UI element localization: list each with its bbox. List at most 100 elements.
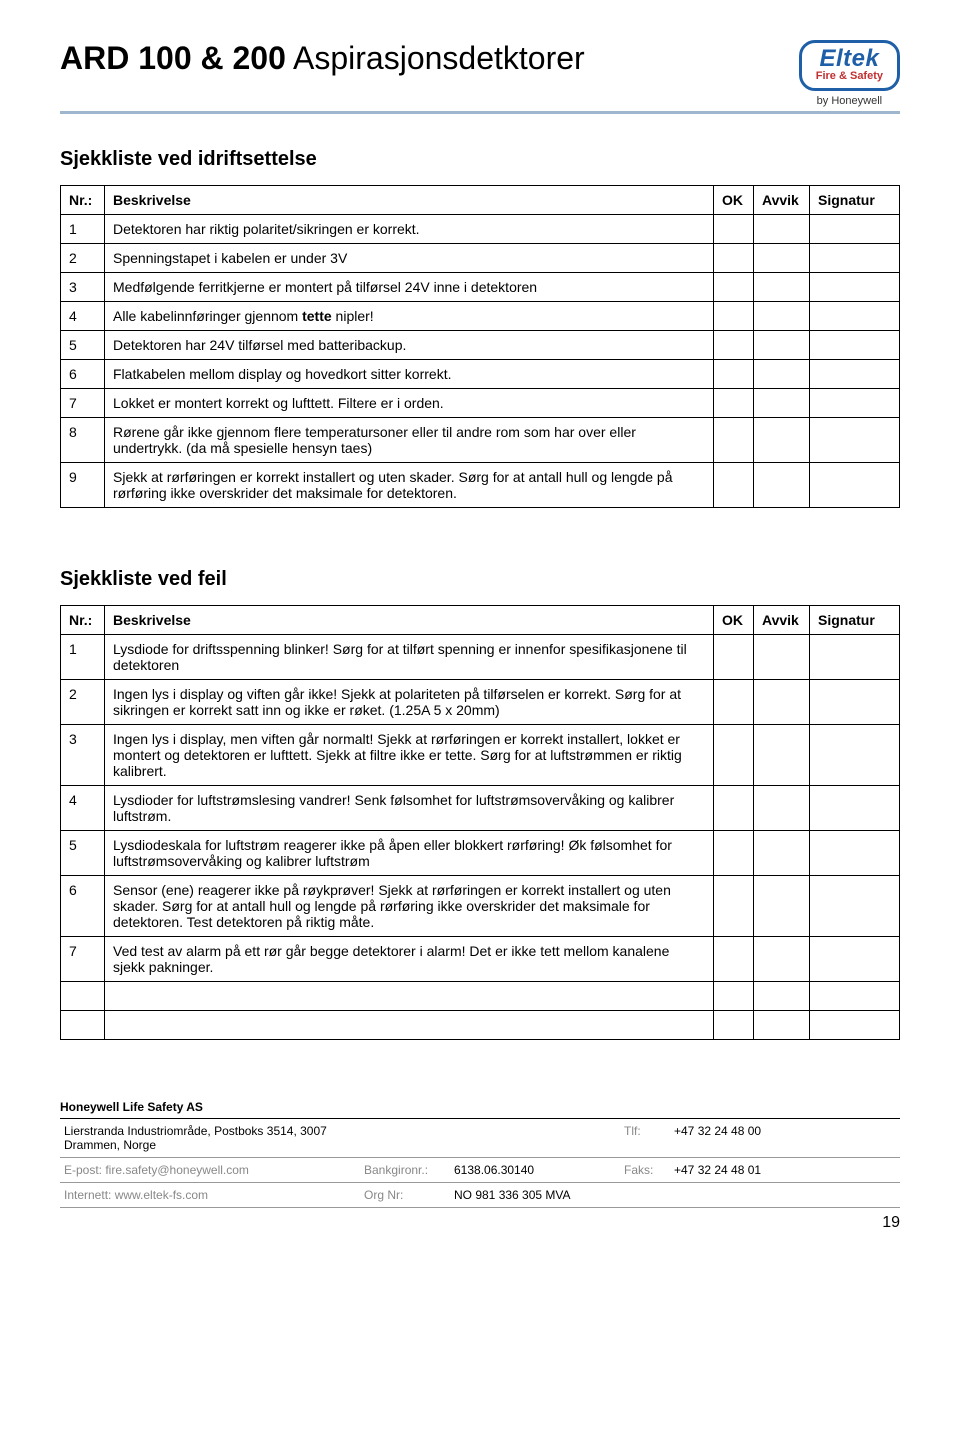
logo: Eltek Fire & Safety by Honeywell bbox=[799, 40, 900, 107]
title-bold: ARD 100 & 200 bbox=[60, 40, 286, 76]
footer-left: E-post: fire.safety@honeywell.com bbox=[60, 1158, 360, 1183]
cell-desc bbox=[105, 1011, 714, 1040]
col-sig: Signatur bbox=[810, 606, 900, 635]
col-avvik: Avvik bbox=[754, 186, 810, 215]
cell-ok bbox=[714, 982, 754, 1011]
table-row: 5Lysdiodeskala for luftstrøm reagerer ik… bbox=[61, 831, 900, 876]
cell-ok bbox=[714, 786, 754, 831]
checklist-2: Nr.: Beskrivelse OK Avvik Signatur 1Lysd… bbox=[60, 605, 900, 1040]
cell-sig bbox=[810, 1011, 900, 1040]
cell-sig bbox=[810, 360, 900, 389]
table-row: 7Ved test av alarm på ett rør går begge … bbox=[61, 937, 900, 982]
cell-nr: 2 bbox=[61, 244, 105, 273]
footer-row: E-post: fire.safety@honeywell.comBankgir… bbox=[60, 1158, 900, 1183]
footer-row: Lierstranda Industriområde, Postboks 351… bbox=[60, 1119, 900, 1158]
col-ok: OK bbox=[714, 606, 754, 635]
logo-brand: Eltek bbox=[819, 45, 879, 72]
cell-sig bbox=[810, 244, 900, 273]
cell-desc: Detektoren har 24V tilførsel med batteri… bbox=[105, 331, 714, 360]
footer-mid-value bbox=[450, 1119, 620, 1158]
table-row: 4Lysdioder for luftstrømslesing vandrer!… bbox=[61, 786, 900, 831]
cell-ok bbox=[714, 725, 754, 786]
table-row: 3Medfølgende ferritkjerne er montert på … bbox=[61, 273, 900, 302]
cell-avvik bbox=[754, 876, 810, 937]
by-honeywell: by Honeywell bbox=[817, 95, 882, 107]
cell-avvik bbox=[754, 786, 810, 831]
table-row bbox=[61, 982, 900, 1011]
cell-avvik bbox=[754, 360, 810, 389]
cell-nr: 7 bbox=[61, 389, 105, 418]
cell-ok bbox=[714, 418, 754, 463]
cell-avvik bbox=[754, 1011, 810, 1040]
col-desc: Beskrivelse bbox=[105, 186, 714, 215]
cell-avvik bbox=[754, 273, 810, 302]
cell-sig bbox=[810, 982, 900, 1011]
col-desc: Beskrivelse bbox=[105, 606, 714, 635]
footer-right-label: Tlf: bbox=[620, 1119, 670, 1158]
cell-avvik bbox=[754, 389, 810, 418]
col-avvik: Avvik bbox=[754, 606, 810, 635]
cell-nr: 2 bbox=[61, 680, 105, 725]
cell-nr bbox=[61, 982, 105, 1011]
cell-ok bbox=[714, 635, 754, 680]
cell-desc: Alle kabelinnføringer gjennom tette nipl… bbox=[105, 302, 714, 331]
cell-sig bbox=[810, 937, 900, 982]
cell-nr: 3 bbox=[61, 725, 105, 786]
footer-left: Lierstranda Industriområde, Postboks 351… bbox=[60, 1119, 360, 1158]
footer: Honeywell Life Safety AS Lierstranda Ind… bbox=[60, 1100, 900, 1232]
cell-sig bbox=[810, 831, 900, 876]
cell-desc: Flatkabelen mellom display og hovedkort … bbox=[105, 360, 714, 389]
table-row: 7Lokket er montert korrekt og lufttett. … bbox=[61, 389, 900, 418]
cell-sig bbox=[810, 302, 900, 331]
cell-avvik bbox=[754, 725, 810, 786]
cell-avvik bbox=[754, 937, 810, 982]
cell-sig bbox=[810, 331, 900, 360]
section2-title: Sjekkliste ved feil bbox=[60, 568, 900, 591]
footer-right-label: Faks: bbox=[620, 1158, 670, 1183]
cell-ok bbox=[714, 389, 754, 418]
footer-company: Honeywell Life Safety AS bbox=[60, 1100, 900, 1119]
cell-sig bbox=[810, 876, 900, 937]
cell-avvik bbox=[754, 680, 810, 725]
cell-nr: 6 bbox=[61, 360, 105, 389]
table-row: 8Rørene går ikke gjennom flere temperatu… bbox=[61, 418, 900, 463]
cell-avvik bbox=[754, 831, 810, 876]
cell-sig bbox=[810, 725, 900, 786]
cell-avvik bbox=[754, 982, 810, 1011]
cell-nr: 7 bbox=[61, 937, 105, 982]
table-row: 1Detektoren har riktig polaritet/sikring… bbox=[61, 215, 900, 244]
table-row: 4Alle kabelinnføringer gjennom tette nip… bbox=[61, 302, 900, 331]
cell-nr: 5 bbox=[61, 331, 105, 360]
cell-avvik bbox=[754, 463, 810, 508]
logo-tagline: Fire & Safety bbox=[816, 71, 883, 82]
cell-desc bbox=[105, 982, 714, 1011]
footer-mid-value: NO 981 336 305 MVA bbox=[450, 1183, 620, 1208]
footer-right-label bbox=[620, 1183, 670, 1208]
footer-right-value bbox=[670, 1183, 900, 1208]
table-row: 9Sjekk at rørføringen er korrekt install… bbox=[61, 463, 900, 508]
cell-nr bbox=[61, 1011, 105, 1040]
footer-right-value: +47 32 24 48 00 bbox=[670, 1119, 900, 1158]
cell-desc: Rørene går ikke gjennom flere temperatur… bbox=[105, 418, 714, 463]
footer-mid-label bbox=[360, 1119, 450, 1158]
table-row: 3Ingen lys i display, men viften går nor… bbox=[61, 725, 900, 786]
cell-sig bbox=[810, 463, 900, 508]
cell-ok bbox=[714, 937, 754, 982]
cell-desc: Spenningstapet i kabelen er under 3V bbox=[105, 244, 714, 273]
footer-row: Internett: www.eltek-fs.comOrg Nr:NO 981… bbox=[60, 1183, 900, 1208]
cell-sig bbox=[810, 389, 900, 418]
cell-nr: 4 bbox=[61, 786, 105, 831]
table-row: 6Sensor (ene) reagerer ikke på røykprøve… bbox=[61, 876, 900, 937]
cell-avvik bbox=[754, 635, 810, 680]
col-sig: Signatur bbox=[810, 186, 900, 215]
footer-right-value: +47 32 24 48 01 bbox=[670, 1158, 900, 1183]
cell-desc: Ingen lys i display og viften går ikke! … bbox=[105, 680, 714, 725]
cell-desc: Ingen lys i display, men viften går norm… bbox=[105, 725, 714, 786]
cell-sig bbox=[810, 635, 900, 680]
cell-nr: 8 bbox=[61, 418, 105, 463]
table-row: 2Spenningstapet i kabelen er under 3V bbox=[61, 244, 900, 273]
cell-ok bbox=[714, 302, 754, 331]
cell-nr: 3 bbox=[61, 273, 105, 302]
table-row bbox=[61, 1011, 900, 1040]
table-row: 5Detektoren har 24V tilførsel med batter… bbox=[61, 331, 900, 360]
